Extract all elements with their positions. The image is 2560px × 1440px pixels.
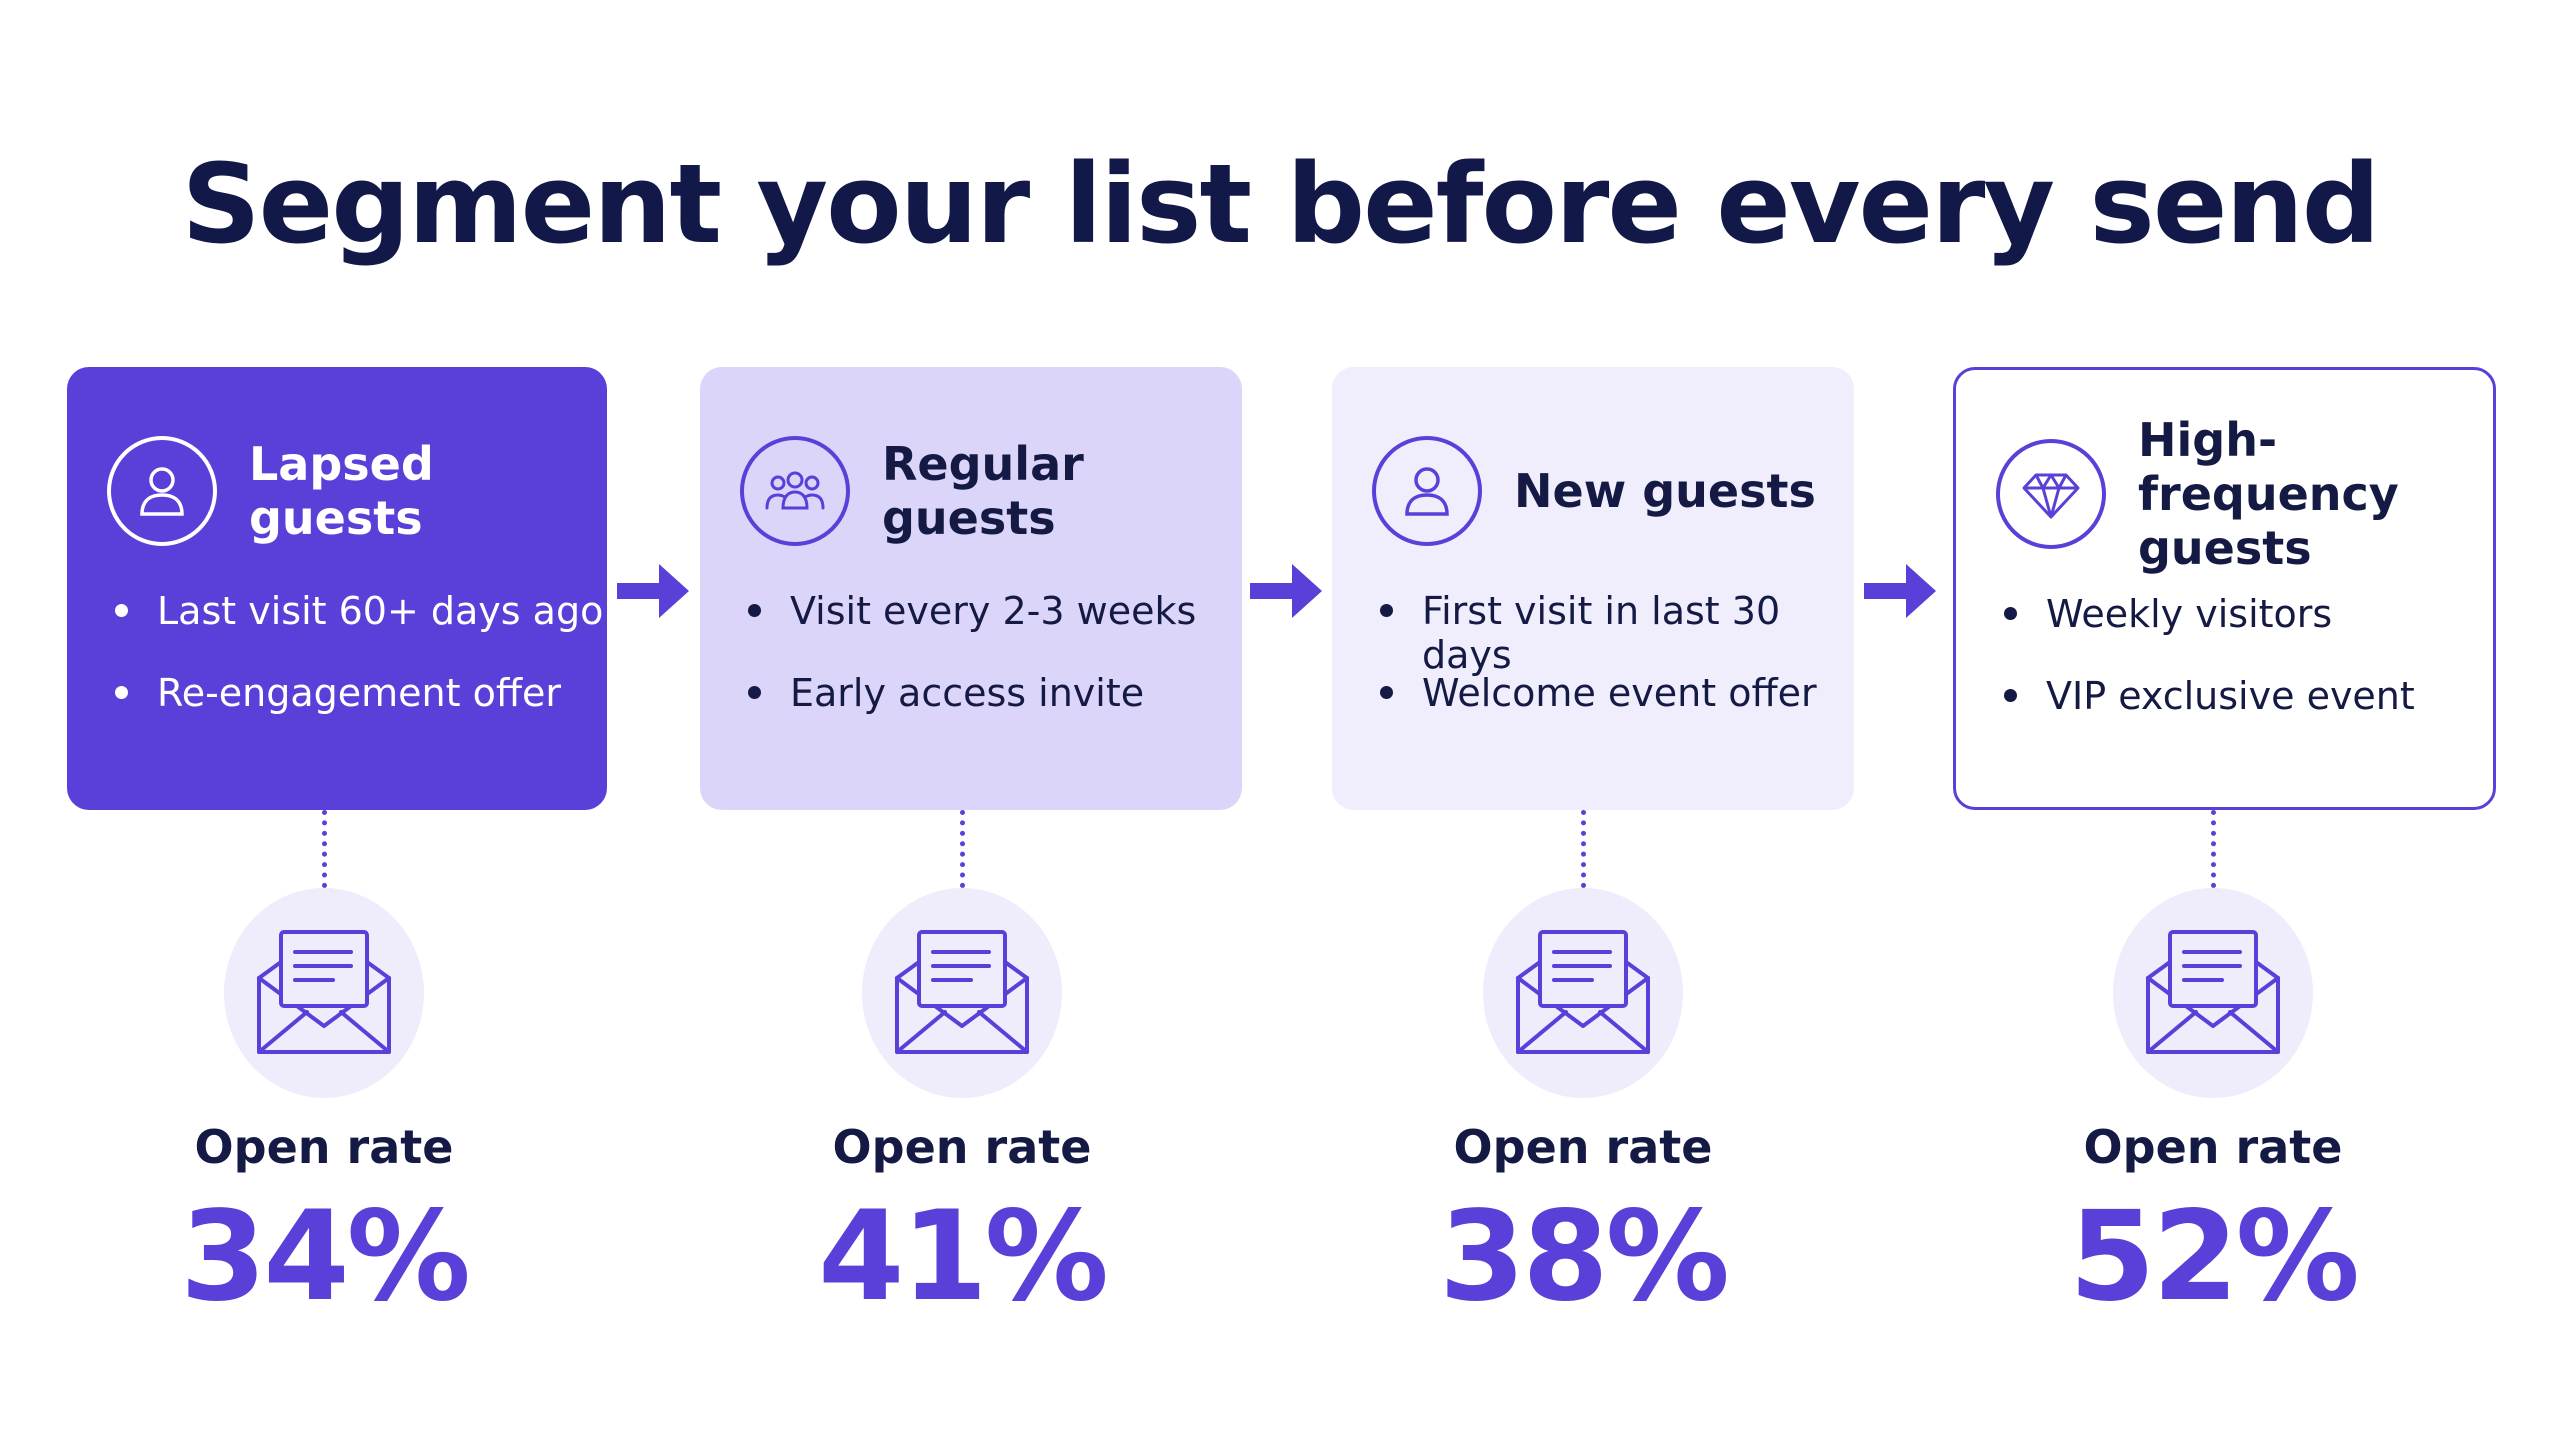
open-rate-value: 41% bbox=[818, 1185, 1109, 1329]
dotted-connector bbox=[1581, 810, 1586, 888]
segment-title: Regular guests bbox=[882, 437, 1084, 545]
arrow-right-icon bbox=[617, 564, 689, 618]
diamond-icon bbox=[1996, 439, 2106, 549]
segment-title: High-frequency guests bbox=[2138, 413, 2399, 575]
segment-bullets: First visit in last 30 days Welcome even… bbox=[1380, 589, 1854, 753]
open-rate-label: Open rate bbox=[1453, 1120, 1713, 1174]
group-icon bbox=[740, 436, 850, 546]
card-header: Lapsed guests bbox=[107, 433, 607, 549]
bullet-item: Re-engagement offer bbox=[115, 671, 603, 753]
bullet-item: Last visit 60+ days ago bbox=[115, 589, 603, 671]
segment-card-regular: Regular guests Visit every 2-3 weeks Ear… bbox=[700, 367, 1242, 810]
dotted-connector bbox=[322, 810, 327, 888]
card-header: Regular guests bbox=[740, 433, 1242, 549]
arrow-right-icon bbox=[1250, 564, 1322, 618]
segment-title: New guests bbox=[1514, 464, 1816, 518]
envelope-icon bbox=[224, 888, 424, 1098]
envelope-icon bbox=[1483, 888, 1683, 1098]
bullet-item: First visit in last 30 days bbox=[1380, 589, 1854, 677]
envelope-icon bbox=[2113, 888, 2313, 1098]
bullet-item: VIP exclusive event bbox=[2004, 674, 2415, 756]
open-rate-value: 38% bbox=[1439, 1185, 1730, 1329]
open-rate-label: Open rate bbox=[832, 1120, 1092, 1174]
segment-title: Lapsed guests bbox=[249, 437, 434, 545]
dotted-connector bbox=[960, 810, 965, 888]
bullet-item: Early access invite bbox=[748, 671, 1196, 753]
open-rate-value: 52% bbox=[2069, 1185, 2360, 1329]
segment-bullets: Visit every 2-3 weeks Early access invit… bbox=[748, 589, 1196, 753]
open-rate-value: 34% bbox=[180, 1185, 471, 1329]
card-header: High-frequency guests bbox=[1996, 413, 2478, 575]
page-title: Segment your list before every send bbox=[181, 140, 2380, 268]
segment-bullets: Last visit 60+ days ago Re-engagement of… bbox=[115, 589, 603, 753]
card-header: New guests bbox=[1372, 433, 1816, 549]
user-icon bbox=[107, 436, 217, 546]
dotted-connector bbox=[2211, 810, 2216, 888]
envelope-icon bbox=[862, 888, 1062, 1098]
open-rate-label: Open rate bbox=[2083, 1120, 2343, 1174]
open-rate-label: Open rate bbox=[194, 1120, 454, 1174]
bullet-item: Welcome event offer bbox=[1380, 671, 1854, 753]
user-icon bbox=[1372, 436, 1482, 546]
segment-card-new: New guests First visit in last 30 days W… bbox=[1332, 367, 1854, 810]
segment-bullets: Weekly visitors VIP exclusive event bbox=[2004, 592, 2415, 756]
bullet-item: Visit every 2-3 weeks bbox=[748, 589, 1196, 671]
segment-card-high-frequency: High-frequency guests Weekly visitors VI… bbox=[1953, 367, 2496, 810]
arrow-right-icon bbox=[1864, 564, 1936, 618]
bullet-item: Weekly visitors bbox=[2004, 592, 2415, 674]
segment-card-lapsed: Lapsed guests Last visit 60+ days ago Re… bbox=[67, 367, 607, 810]
